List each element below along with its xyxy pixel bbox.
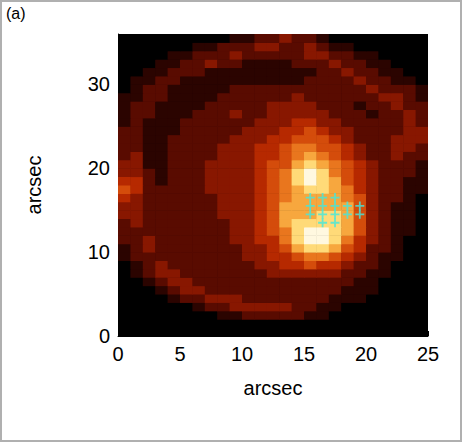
svg-text:20: 20: [355, 343, 377, 365]
svg-text:0: 0: [99, 325, 110, 347]
svg-text:20: 20: [88, 157, 110, 179]
svg-text:(a): (a): [6, 5, 26, 22]
svg-text:30: 30: [88, 73, 110, 95]
svg-text:5: 5: [174, 343, 185, 365]
svg-text:0: 0: [112, 343, 123, 365]
svg-text:10: 10: [231, 343, 253, 365]
svg-text:arcsec: arcsec: [244, 377, 303, 399]
svg-text:10: 10: [88, 241, 110, 263]
svg-text:25: 25: [417, 343, 439, 365]
svg-text:arcsec: arcsec: [23, 156, 45, 215]
svg-text:15: 15: [293, 343, 315, 365]
